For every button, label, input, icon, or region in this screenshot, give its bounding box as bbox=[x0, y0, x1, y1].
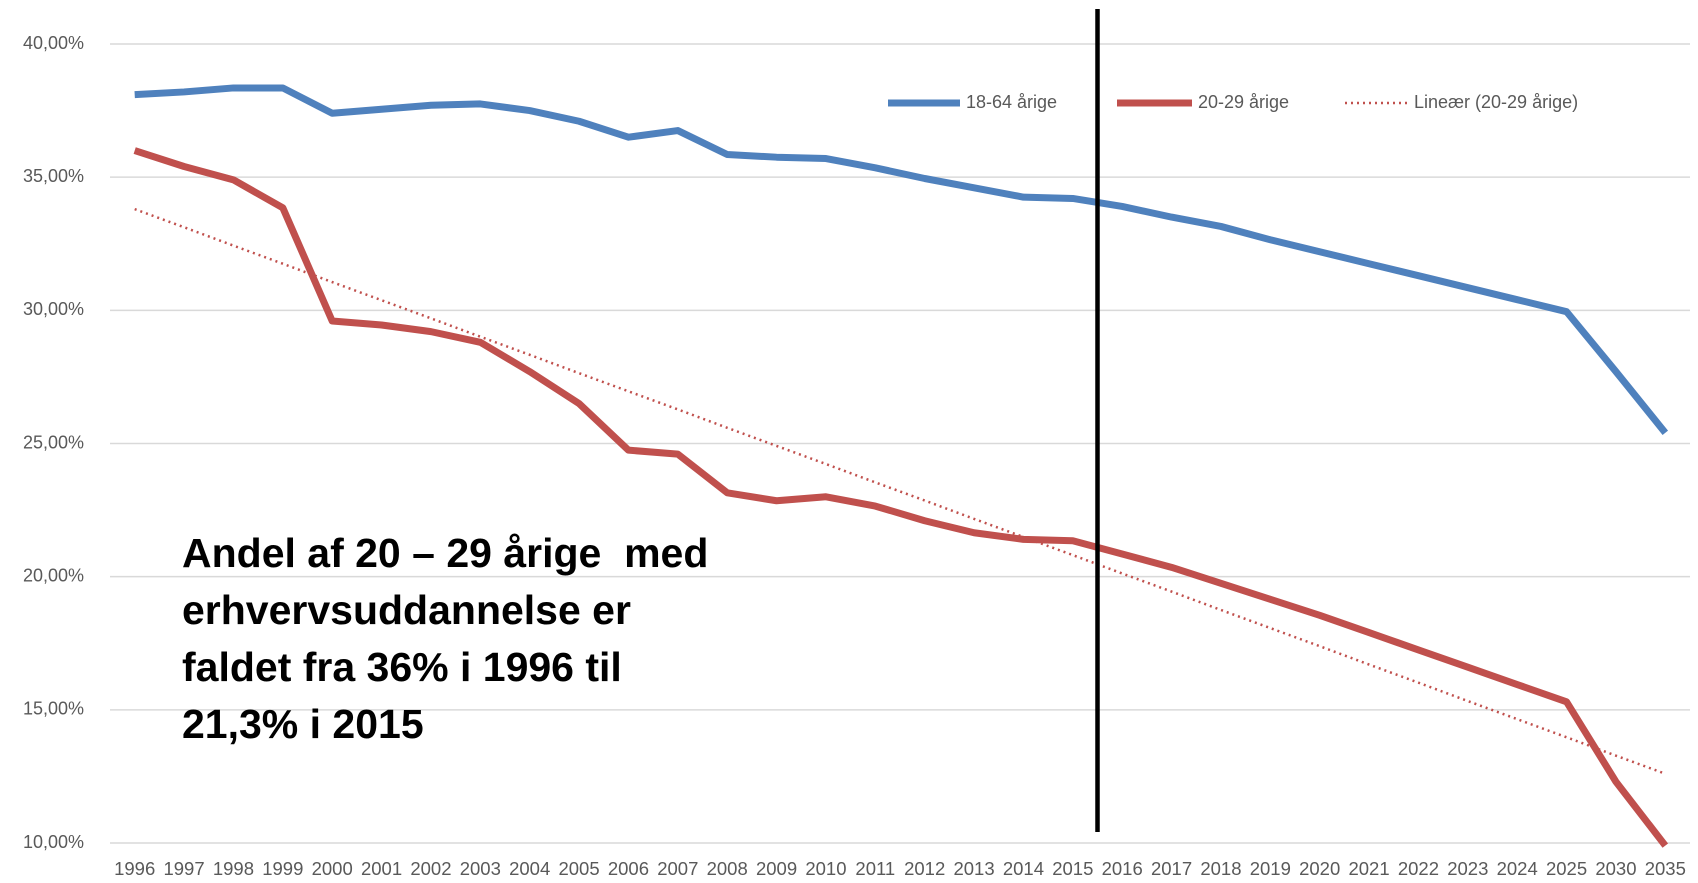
y-tick-label: 20,00% bbox=[23, 565, 84, 585]
x-tick-label: 2011 bbox=[855, 858, 895, 879]
x-tick-label: 2030 bbox=[1595, 858, 1636, 879]
x-tick-label: 2008 bbox=[707, 858, 748, 879]
x-tick-label: 2009 bbox=[756, 858, 797, 879]
x-tick-label: 2019 bbox=[1250, 858, 1291, 879]
x-tick-label: 2035 bbox=[1645, 858, 1686, 879]
x-tick-label: 2000 bbox=[312, 858, 353, 879]
x-tick-label: 2025 bbox=[1546, 858, 1587, 879]
x-tick-label: 2015 bbox=[1052, 858, 1093, 879]
x-tick-label: 2017 bbox=[1151, 858, 1192, 879]
x-tick-label: 1997 bbox=[163, 858, 204, 879]
x-tick-label: 2024 bbox=[1497, 858, 1538, 879]
x-tick-label: 2003 bbox=[460, 858, 501, 879]
x-tick-label: 2010 bbox=[805, 858, 846, 879]
x-tick-label: 1996 bbox=[114, 858, 155, 879]
x-tick-label: 2013 bbox=[953, 858, 994, 879]
y-tick-label: 35,00% bbox=[23, 166, 84, 186]
x-tick-label: 2012 bbox=[904, 858, 945, 879]
x-tick-label: 2001 bbox=[361, 858, 402, 879]
legend-label: 18-64 årige bbox=[966, 92, 1057, 112]
y-tick-label: 40,00% bbox=[23, 33, 84, 53]
x-tick-label: 2021 bbox=[1348, 858, 1389, 879]
y-tick-label: 30,00% bbox=[23, 299, 84, 319]
annotation: faldet fra 36% i 1996 til bbox=[182, 644, 622, 690]
x-tick-label: 2007 bbox=[657, 858, 698, 879]
x-tick-label: 2018 bbox=[1200, 858, 1241, 879]
y-tick-label: 10,00% bbox=[23, 832, 84, 852]
x-tick-label: 2004 bbox=[509, 858, 550, 879]
series-line bbox=[134, 84, 1669, 436]
series-line bbox=[134, 207, 1666, 775]
x-tick-label: 2020 bbox=[1299, 858, 1340, 879]
annotation: erhvervsuddannelse er bbox=[182, 587, 631, 633]
annotation: 21,3% i 2015 bbox=[182, 701, 424, 747]
x-tick-label: 1999 bbox=[262, 858, 303, 879]
x-tick-label: 2023 bbox=[1447, 858, 1488, 879]
y-tick-label: 25,00% bbox=[23, 432, 84, 452]
series-line bbox=[133, 147, 1669, 848]
x-tick-label: 2006 bbox=[608, 858, 649, 879]
x-tick-label: 2002 bbox=[410, 858, 451, 879]
annotation: Andel af 20 – 29 årige med bbox=[182, 530, 708, 576]
x-tick-label: 2022 bbox=[1398, 858, 1439, 879]
x-tick-label: 2016 bbox=[1102, 858, 1143, 879]
legend-label: 20-29 årige bbox=[1198, 92, 1289, 112]
x-tick-label: 2014 bbox=[1003, 858, 1044, 879]
x-tick-label: 2005 bbox=[558, 858, 599, 879]
x-tick-label: 1998 bbox=[213, 858, 254, 879]
y-tick-label: 15,00% bbox=[23, 699, 84, 719]
legend-label: Lineær (20-29 årige) bbox=[1414, 92, 1578, 112]
